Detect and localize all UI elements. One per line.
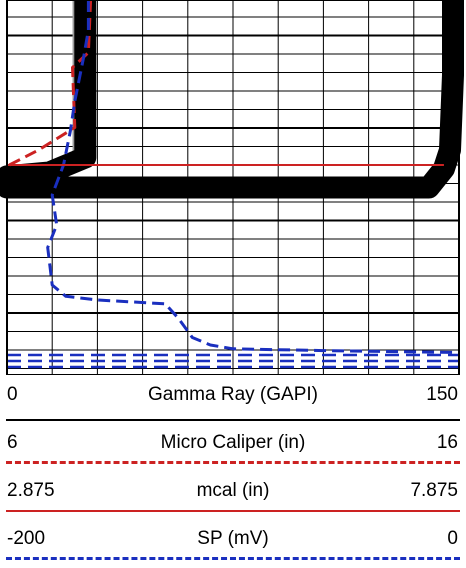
legend-row-sp: -200 SP (mV) 0 [0,519,466,567]
micro-caliper-label: Micro Caliper (in) [160,432,306,453]
gamma-ray-scale-max: 150 [426,384,458,405]
mcal-scale-min: 2.875 [7,480,55,501]
sp-scale-min: -200 [7,528,46,549]
micro-caliper-legend-line [6,461,460,464]
track-legend: 0 Gamma Ray (GAPI) 150 6 Micro Caliper (… [0,375,466,568]
gamma-ray-legend-line [6,419,460,421]
plot-border [6,0,460,375]
depth-grid [7,0,459,375]
sp-scale-max: 0 [447,528,458,549]
legend-row-gamma-ray: 0 Gamma Ray (GAPI) 150 [0,375,466,423]
mcal-scale-max: 7.875 [410,480,458,501]
micro-caliper-curve [8,0,93,167]
gamma-ray-label: Gamma Ray (GAPI) [148,384,318,405]
micro-caliper-scale-max: 16 [436,432,458,453]
sp-curve [46,0,460,354]
curve-marks [0,0,464,369]
mcal-label: mcal (in) [196,480,270,501]
mcal-legend-line [6,510,460,512]
gamma-ray-scale-min: 0 [7,384,18,405]
legend-row-mcal: 2.875 mcal (in) 7.875 [0,471,466,519]
sp-label: SP (mV) [197,528,269,549]
log-plot [0,0,466,375]
sp-legend-line [6,557,460,560]
micro-caliper-scale-min: 6 [7,432,18,453]
legend-row-micro-caliper: 6 Micro Caliper (in) 16 [0,423,466,471]
